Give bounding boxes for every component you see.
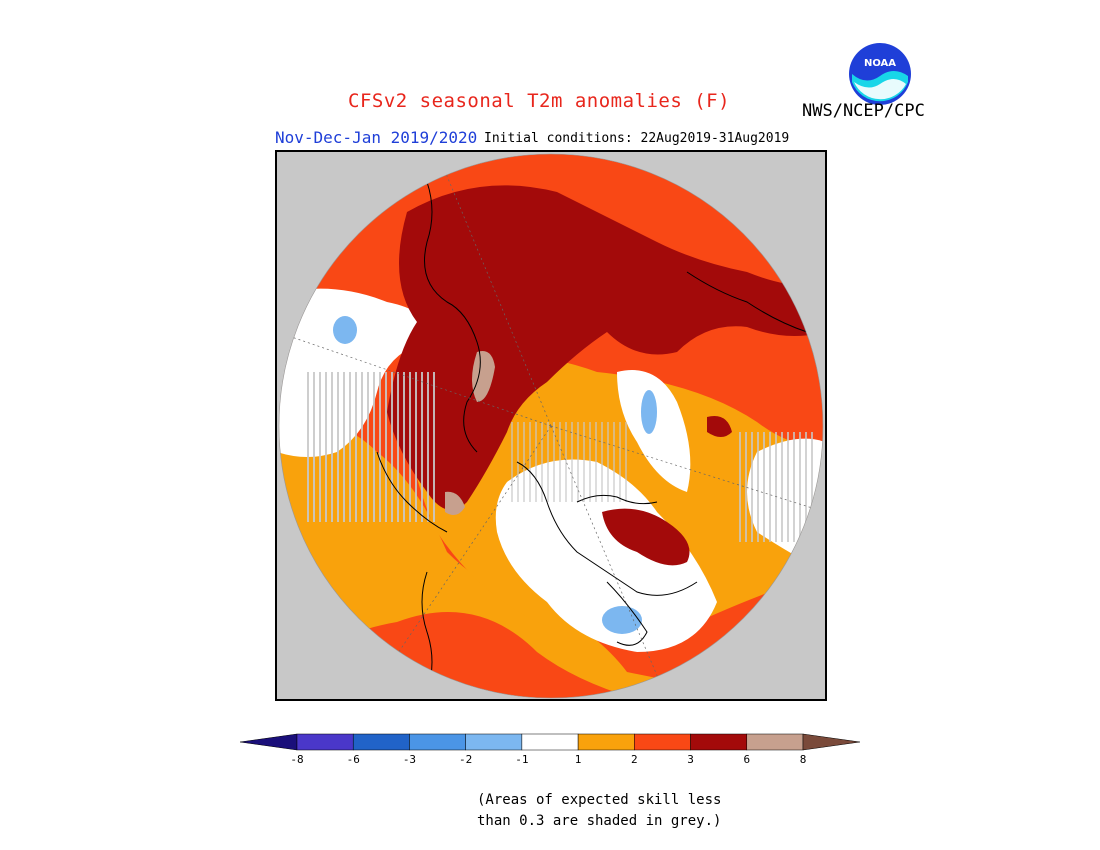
map-title: CFSv2 seasonal T2m anomalies (F): [348, 90, 731, 112]
anomaly-field-minus2f-greenland: [641, 390, 657, 434]
anomaly-field-8f-siberia: [472, 351, 495, 402]
svg-text:NOAA: NOAA: [864, 58, 896, 69]
legend-swatch: [634, 733, 691, 751]
low-skill-hatch-central: [507, 422, 627, 502]
agency-label: NWS/NCEP/CPC: [802, 101, 925, 121]
anomaly-field-6f-canada: [602, 508, 690, 566]
map-canvas: [278, 153, 824, 699]
legend-swatch: [746, 733, 804, 751]
low-skill-hatch-west: [307, 372, 437, 522]
legend-swatch: [409, 733, 466, 751]
legend-tick-label: 2: [631, 753, 638, 766]
anomaly-field-minus2f-west: [333, 316, 357, 344]
legend-swatch: [521, 733, 579, 751]
legend-tick-label: -1: [515, 753, 528, 766]
anomaly-field-minus2f-north-america: [602, 606, 642, 634]
legend-swatch: [465, 733, 523, 751]
anomaly-field-6f-eurasia: [387, 185, 823, 510]
color-legend: -8 -6 -3 -2 -1 1 2 3 6 8: [239, 733, 861, 766]
anomaly-field-near-normal-arctic: [617, 370, 691, 492]
skill-note-line2: than 0.3 are shaded in grey.): [477, 813, 722, 829]
legend-tick-label: -8: [290, 753, 303, 766]
low-skill-hatch-east: [737, 432, 817, 542]
legend-arrow-low: [239, 733, 298, 751]
skill-note-line1: (Areas of expected skill less: [477, 792, 722, 808]
legend-tick-label: 3: [687, 753, 694, 766]
legend-tick-label: -6: [347, 753, 360, 766]
legend-arrow-high: [802, 733, 861, 751]
polar-anomaly-map: [275, 150, 827, 701]
forecast-period: Nov-Dec-Jan 2019/2020: [275, 128, 478, 147]
legend-tick-label: 8: [800, 753, 807, 766]
legend-swatch: [690, 733, 748, 751]
legend-swatch: [577, 733, 635, 751]
initial-conditions: Initial conditions: 22Aug2019-31Aug2019: [484, 131, 790, 146]
legend-tick-label: -2: [459, 753, 472, 766]
legend-tick-label: 1: [575, 753, 582, 766]
legend-tick-label: 6: [743, 753, 750, 766]
legend-swatch: [296, 733, 354, 751]
noaa-logo: NOAA: [849, 43, 911, 105]
anomaly-field-6f-east: [707, 416, 732, 437]
anomaly-field-8f-south: [445, 491, 465, 516]
legend-swatch: [352, 733, 410, 751]
graticule: [279, 154, 823, 698]
skill-note: (Areas of expected skill less than 0.3 a…: [477, 790, 721, 832]
legend-tick-label: -3: [403, 753, 416, 766]
